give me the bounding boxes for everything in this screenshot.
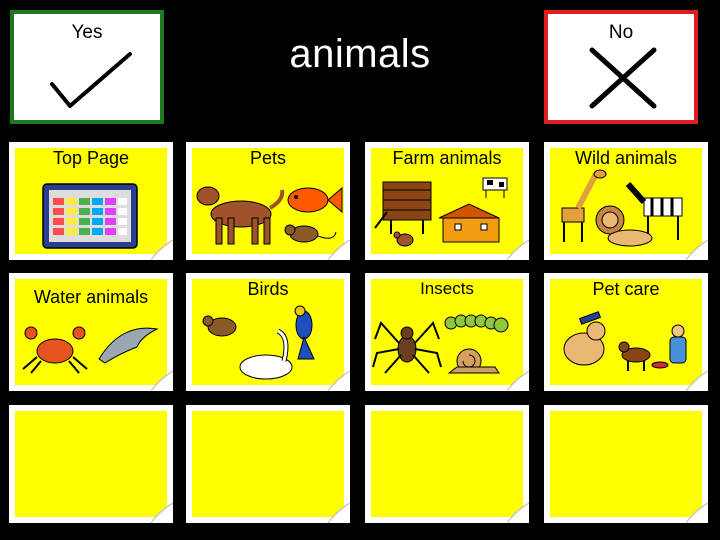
page-curl-icon — [328, 503, 350, 523]
water-animals-icon — [22, 326, 159, 374]
card-empty[interactable] — [9, 405, 173, 523]
card-pets[interactable]: Pets — [186, 142, 350, 260]
wild-animals-icon — [561, 169, 683, 247]
cross-icon — [589, 47, 657, 109]
page-curl-icon — [151, 240, 173, 260]
card-label: Insects — [420, 279, 474, 298]
page-curl-icon — [507, 371, 529, 391]
card-farm-animals[interactable]: Farm animals — [365, 142, 529, 260]
card-water-animals[interactable]: Water animals — [9, 273, 173, 391]
birds-icon — [202, 305, 315, 380]
page-title: animals — [289, 32, 431, 76]
card-label: Wild animals — [574, 148, 678, 168]
card-wild-animals[interactable]: Wild animals — [544, 142, 708, 260]
page-curl-icon — [686, 503, 708, 523]
card-label: Pet care — [592, 279, 660, 299]
card-birds[interactable]: Birds — [186, 273, 350, 391]
no-label: No — [608, 22, 634, 43]
page-curl-icon — [328, 371, 350, 391]
page-curl-icon — [507, 240, 529, 260]
card-empty[interactable] — [544, 405, 708, 523]
insects-icon — [372, 314, 509, 374]
yes-button[interactable]: Yes — [10, 10, 164, 124]
card-label: Water animals — [33, 287, 149, 307]
card-top-page[interactable]: Top Page — [9, 142, 173, 260]
farm-animals-icon — [374, 177, 508, 247]
card-insects[interactable]: Insects — [365, 273, 529, 391]
card-pet-care[interactable]: Pet care — [544, 273, 708, 391]
page-curl-icon — [151, 503, 173, 523]
pets-icon — [196, 186, 343, 245]
card-label: Birds — [247, 279, 289, 299]
no-button[interactable]: No — [544, 10, 698, 124]
card-label: Pets — [249, 148, 287, 168]
yes-label: Yes — [71, 22, 103, 43]
card-empty[interactable] — [186, 405, 350, 523]
card-label: Farm animals — [392, 148, 502, 168]
page-curl-icon — [151, 371, 173, 391]
page-curl-icon — [507, 503, 529, 523]
page-curl-icon — [686, 240, 708, 260]
page-curl-icon — [686, 371, 708, 391]
checkmark-icon — [50, 52, 132, 108]
card-empty[interactable] — [365, 405, 529, 523]
grid-board-icon — [42, 183, 138, 249]
page-curl-icon — [328, 240, 350, 260]
pet-care-icon — [563, 311, 687, 371]
card-label: Top Page — [52, 148, 130, 168]
